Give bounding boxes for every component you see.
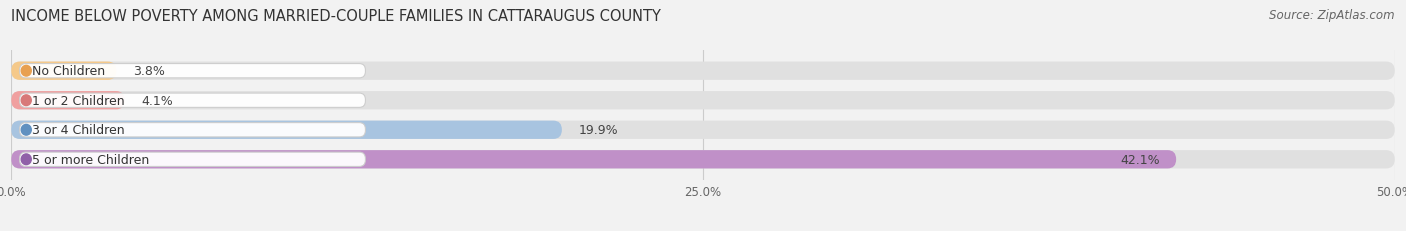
FancyBboxPatch shape [11, 62, 1395, 81]
Circle shape [21, 125, 31, 136]
FancyBboxPatch shape [11, 62, 117, 81]
FancyBboxPatch shape [20, 94, 366, 108]
FancyBboxPatch shape [20, 152, 366, 167]
Circle shape [21, 95, 31, 106]
FancyBboxPatch shape [20, 64, 366, 79]
Text: INCOME BELOW POVERTY AMONG MARRIED-COUPLE FAMILIES IN CATTARAUGUS COUNTY: INCOME BELOW POVERTY AMONG MARRIED-COUPL… [11, 9, 661, 24]
Text: No Children: No Children [32, 65, 105, 78]
Text: 42.1%: 42.1% [1121, 153, 1160, 166]
Text: Source: ZipAtlas.com: Source: ZipAtlas.com [1270, 9, 1395, 22]
Circle shape [21, 154, 31, 165]
FancyBboxPatch shape [11, 121, 562, 139]
FancyBboxPatch shape [11, 150, 1395, 169]
FancyBboxPatch shape [11, 121, 1395, 139]
Text: 5 or more Children: 5 or more Children [32, 153, 149, 166]
Text: 1 or 2 Children: 1 or 2 Children [32, 94, 125, 107]
Text: 19.9%: 19.9% [578, 124, 619, 137]
Text: 4.1%: 4.1% [141, 94, 173, 107]
Text: 3 or 4 Children: 3 or 4 Children [32, 124, 125, 137]
Text: 3.8%: 3.8% [134, 65, 165, 78]
FancyBboxPatch shape [11, 92, 1395, 110]
FancyBboxPatch shape [20, 123, 366, 137]
FancyBboxPatch shape [11, 150, 1177, 169]
FancyBboxPatch shape [11, 92, 125, 110]
Circle shape [21, 66, 31, 77]
